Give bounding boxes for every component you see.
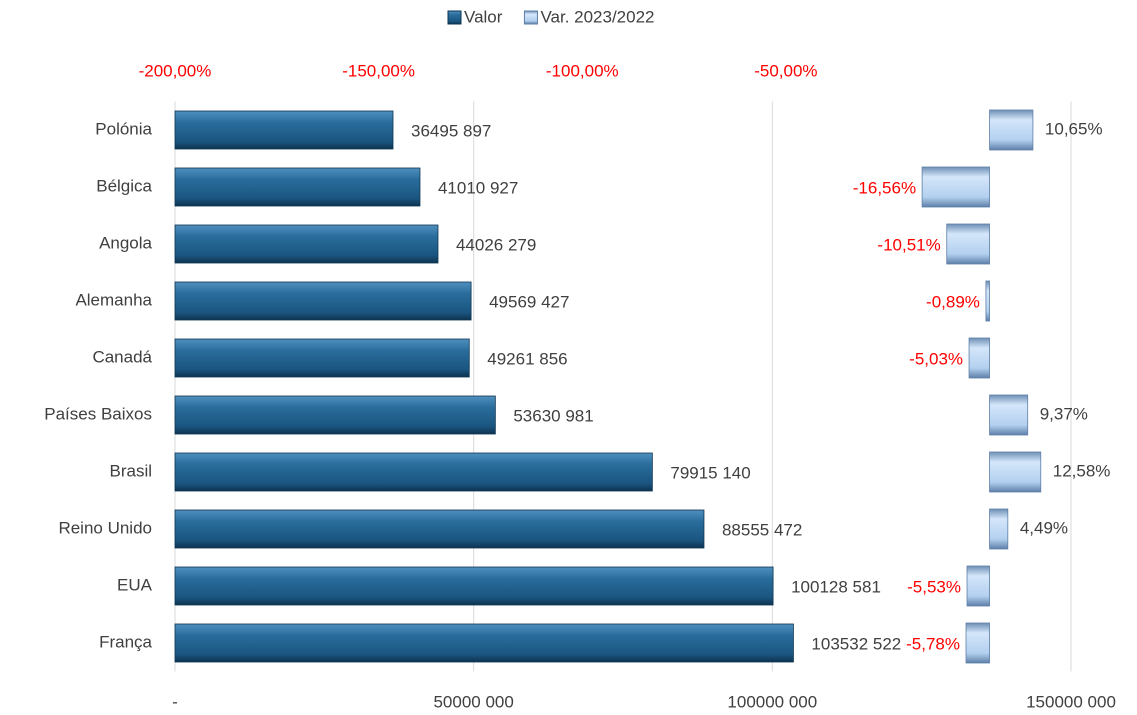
data-label: 9,37% <box>1040 404 1088 423</box>
bar <box>174 509 705 549</box>
bar <box>174 167 421 207</box>
data-label: 41010 927 <box>438 178 518 197</box>
y-tick-label: Alemanha <box>75 290 152 309</box>
legend-label: Valor <box>464 7 503 26</box>
bar <box>174 110 394 150</box>
data-label: 53630 981 <box>513 406 593 425</box>
data-label: 44026 279 <box>456 235 536 254</box>
bar <box>966 565 990 607</box>
data-label: -5,78% <box>906 634 960 653</box>
y-tick-label: Canadá <box>92 347 152 366</box>
bar <box>965 622 990 664</box>
bar <box>989 508 1009 550</box>
bar <box>174 452 653 492</box>
legend-swatch <box>523 10 538 25</box>
legend-swatch <box>447 10 462 25</box>
x2-tick-label: -50,00% <box>754 61 817 80</box>
data-label: 100128 581 <box>791 577 881 596</box>
x2-tick-label: -200,00% <box>139 61 212 80</box>
data-label: 79915 140 <box>670 463 750 482</box>
bar <box>174 623 794 663</box>
data-label: 49569 427 <box>489 292 569 311</box>
bar <box>989 451 1042 493</box>
bar <box>174 224 439 264</box>
y-tick-label: Angola <box>99 233 152 252</box>
x2-tick-label: -150,00% <box>342 61 415 80</box>
data-label: 4,49% <box>1020 518 1068 537</box>
y-tick-label: Polónia <box>95 119 152 138</box>
x2-tick-label: -100,00% <box>546 61 619 80</box>
data-label: -10,51% <box>877 235 940 254</box>
x-tick-label: 50000 000 <box>433 692 513 711</box>
bar <box>174 281 472 321</box>
x-tick-label: - <box>172 692 178 711</box>
data-label: 12,58% <box>1053 461 1111 480</box>
y-tick-label: Reino Unido <box>58 518 152 537</box>
bar <box>174 566 774 606</box>
bar <box>174 338 470 378</box>
bar <box>989 109 1034 151</box>
bar <box>174 395 496 435</box>
data-label: 36495 897 <box>411 121 491 140</box>
legend-label: Var. 2023/2022 <box>540 7 654 26</box>
y-tick-label: Brasil <box>109 461 152 480</box>
data-label: -5,53% <box>907 577 961 596</box>
data-label: -16,56% <box>853 178 916 197</box>
x-tick-label: 100000 000 <box>727 692 817 711</box>
data-label: 88555 472 <box>722 520 802 539</box>
bar <box>985 280 990 322</box>
bar <box>946 223 990 265</box>
data-label: 103532 522 <box>811 634 901 653</box>
bar <box>968 337 990 379</box>
data-label: -0,89% <box>926 292 980 311</box>
x-tick-label: 150000 000 <box>1026 692 1116 711</box>
y-tick-label: Países Baixos <box>44 404 152 423</box>
bar <box>921 166 990 208</box>
bar <box>989 394 1029 436</box>
data-label: 49261 856 <box>487 349 567 368</box>
y-tick-label: França <box>99 632 152 651</box>
y-tick-label: Bélgica <box>96 176 152 195</box>
y-tick-label: EUA <box>117 575 153 594</box>
data-label: -5,03% <box>909 349 963 368</box>
data-label: 10,65% <box>1045 119 1103 138</box>
